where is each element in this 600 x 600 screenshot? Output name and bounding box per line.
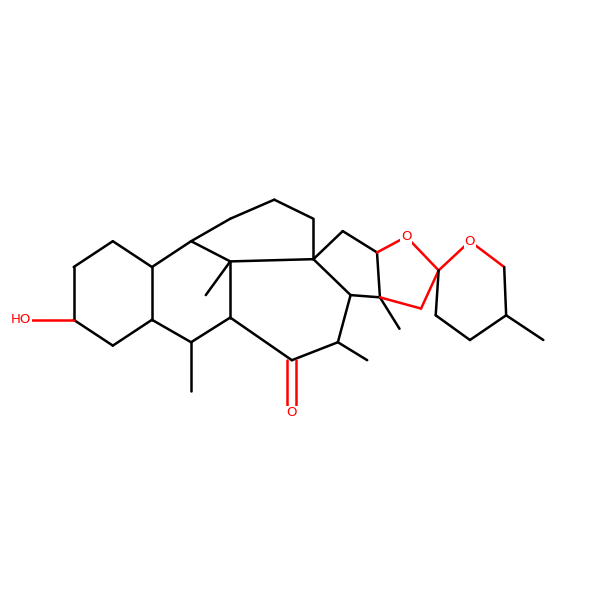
Text: HO: HO [11,313,32,326]
Text: O: O [465,235,475,248]
Text: O: O [401,230,412,243]
Text: O: O [287,406,297,419]
